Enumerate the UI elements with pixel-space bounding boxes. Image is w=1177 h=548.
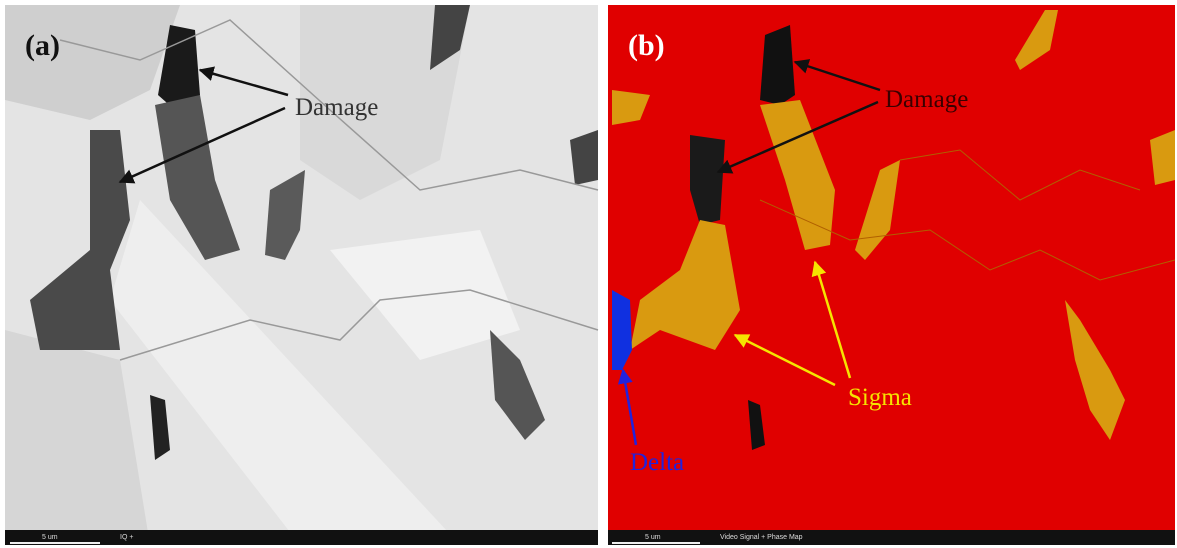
scale-label: 5 um xyxy=(42,534,58,541)
panel-a: 5 um IQ + (a) Damage xyxy=(5,5,598,545)
panel-label: (b) xyxy=(628,29,665,62)
annotation: Damage xyxy=(885,86,968,113)
damage xyxy=(760,25,795,105)
annotation: Delta xyxy=(630,449,684,476)
scale-label: 5 um xyxy=(645,534,661,541)
annotation: Damage xyxy=(295,94,378,121)
figure: 5 um IQ + (a) Damage 5 um Video Signal +… xyxy=(0,0,1177,548)
annotation: Sigma xyxy=(848,384,912,411)
footer-text: Video Signal + Phase Map xyxy=(720,534,803,541)
footer-text: IQ + xyxy=(120,534,133,541)
panel-label: (a) xyxy=(25,29,60,62)
panel-b: 5 um Video Signal + Phase Map (b) Damage… xyxy=(608,5,1175,545)
